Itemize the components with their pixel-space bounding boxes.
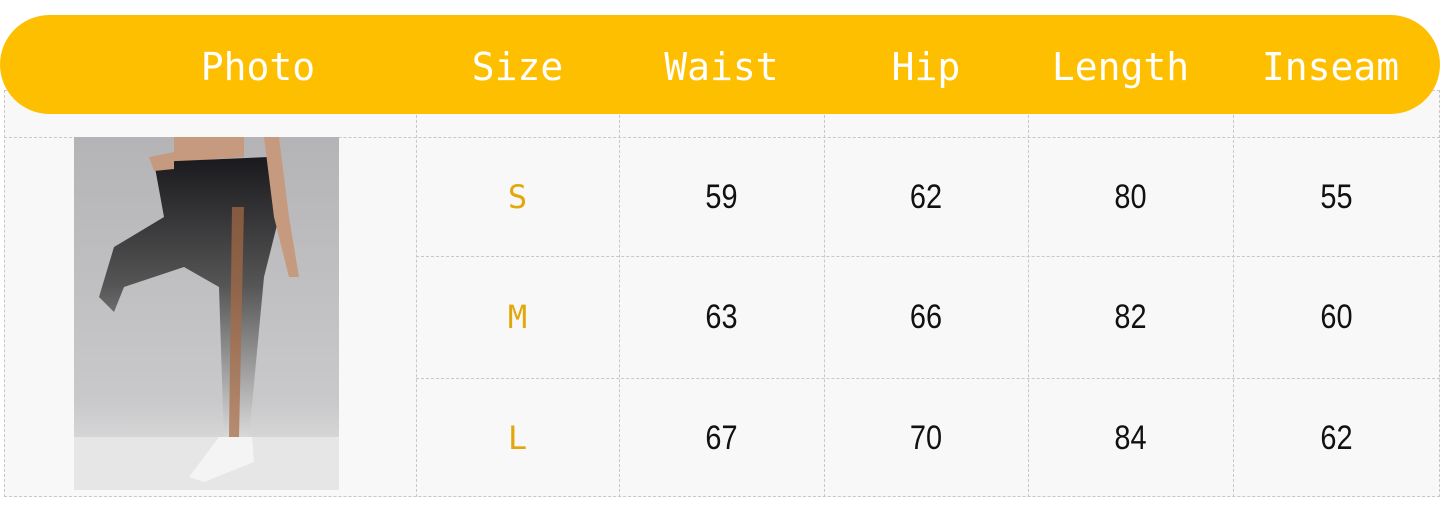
hip-s: 62 xyxy=(909,178,943,216)
inseam-s: 55 xyxy=(1320,178,1353,216)
header-size: Size xyxy=(471,45,564,89)
length-l: 84 xyxy=(1114,419,1147,457)
header-inseam: Inseam xyxy=(1261,45,1400,89)
waist-m: 63 xyxy=(705,298,738,336)
column-divider xyxy=(416,90,417,497)
product-photo-leggings xyxy=(74,137,339,490)
header-hip: Hip xyxy=(891,45,961,89)
waist-l: 67 xyxy=(705,419,738,457)
hip-m: 66 xyxy=(909,298,943,336)
column-divider xyxy=(1028,90,1029,497)
row-divider xyxy=(416,378,1440,379)
header-waist: Waist xyxy=(664,45,779,89)
column-divider xyxy=(1233,90,1234,497)
column-divider xyxy=(824,90,825,497)
inseam-l: 62 xyxy=(1320,419,1353,457)
column-divider xyxy=(619,90,620,497)
row-divider xyxy=(4,137,1440,138)
length-m: 82 xyxy=(1114,298,1147,336)
length-s: 80 xyxy=(1114,178,1147,216)
waist-s: 59 xyxy=(705,178,738,216)
header-photo: Photo xyxy=(200,45,316,89)
size-s: S xyxy=(507,178,528,216)
size-m: M xyxy=(507,298,528,336)
size-l: L xyxy=(507,419,528,457)
inseam-m: 60 xyxy=(1320,298,1353,336)
header-length: Length xyxy=(1051,45,1190,89)
row-divider xyxy=(416,256,1440,257)
hip-l: 70 xyxy=(909,419,943,457)
table-header-bar xyxy=(0,15,1440,114)
